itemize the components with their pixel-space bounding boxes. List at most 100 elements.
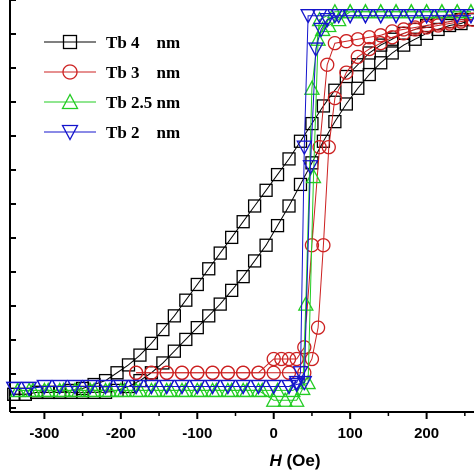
data-point-circle — [220, 365, 236, 380]
series-line-up — [136, 19, 473, 374]
data-point-circle — [419, 18, 434, 33]
x-axis-title: H (Oe) — [269, 451, 320, 470]
legend-label: Tb 4 nm — [106, 33, 180, 52]
data-point-triangle-up — [326, 3, 343, 19]
data-point-triangle-up — [277, 391, 294, 407]
data-point-triangle-down — [296, 140, 313, 156]
data-point-circle — [251, 365, 266, 380]
data-point-triangle-down — [357, 9, 374, 25]
data-point-square — [225, 283, 239, 298]
data-point-square — [351, 81, 365, 95]
data-point-circle — [362, 30, 377, 45]
data-point-circle — [159, 365, 174, 380]
data-point-triangle-up — [9, 382, 26, 398]
data-point-circle — [320, 57, 335, 72]
data-point-square — [213, 297, 227, 311]
data-point-square — [362, 67, 376, 82]
data-point-triangle-down — [280, 379, 298, 395]
data-point-circle — [407, 20, 423, 35]
data-point-square — [167, 344, 181, 358]
data-point-square — [144, 336, 159, 350]
x-axis-symbol: H — [269, 451, 282, 470]
data-point-square — [190, 277, 204, 292]
data-point-triangle-up — [330, 11, 347, 27]
data-point-square — [339, 97, 353, 111]
data-point-triangle-down — [462, 9, 474, 25]
data-point-square — [179, 293, 193, 307]
legend: Tb 4 nm Tb 3 nm Tb 2.5 nm Tb 2 nm — [44, 33, 180, 142]
data-point-circle — [289, 351, 304, 367]
data-point-circle — [190, 365, 205, 380]
x-axis-unit: (Oe) — [282, 451, 321, 470]
data-point-triangle-down — [313, 22, 330, 38]
data-point-triangle-up — [387, 3, 405, 19]
x-tick-label: -200 — [106, 425, 136, 442]
data-point-triangle-up — [250, 382, 267, 398]
data-point-triangle-down — [302, 160, 319, 176]
data-point-triangle-down — [158, 379, 175, 395]
data-point-triangle-up — [288, 391, 305, 407]
data-point-circle — [281, 365, 297, 380]
data-point-square — [385, 46, 399, 60]
data-point-square — [110, 366, 124, 380]
data-point-circle — [339, 34, 354, 49]
data-point-triangle-down — [300, 9, 317, 25]
data-point-circle — [62, 64, 78, 80]
plot-axes — [9, 0, 474, 413]
data-point-square — [156, 356, 170, 370]
data-point-circle — [327, 90, 343, 106]
data-point-circle — [310, 320, 326, 335]
data-point-triangle-up — [303, 79, 321, 95]
data-point-square — [259, 183, 273, 197]
data-point-square — [121, 358, 136, 372]
data-point-square — [236, 215, 250, 229]
data-point-triangle-up — [314, 21, 331, 37]
data-point-triangle-down — [342, 9, 359, 25]
x-axis-ticks: -300 -200 -100 0 100 200 — [29, 412, 466, 442]
data-point-square — [328, 83, 342, 97]
data-point-triangle-up — [36, 382, 53, 398]
data-point-circle — [362, 41, 377, 57]
data-point-square — [247, 199, 262, 213]
data-point-triangle-down — [307, 42, 324, 58]
data-point-circle — [128, 365, 144, 380]
data-point-circle — [373, 36, 388, 51]
data-point-triangle-down — [387, 9, 405, 25]
data-point-triangle-down — [265, 379, 282, 395]
x-tick-label: -300 — [29, 425, 59, 442]
data-point-square — [316, 99, 331, 113]
data-point-square — [133, 348, 147, 362]
data-point-circle — [465, 12, 474, 27]
data-point-triangle-up — [158, 382, 175, 398]
data-point-square — [62, 34, 78, 50]
data-point-triangle-up — [449, 3, 466, 19]
data-point-square — [202, 309, 216, 323]
data-point-circle — [174, 365, 190, 380]
data-point-square — [236, 269, 250, 284]
data-point-triangle-down — [97, 379, 114, 395]
legend-label: Tb 2 nm — [106, 123, 180, 142]
data-point-circle — [281, 351, 297, 367]
data-point-square — [202, 262, 216, 276]
data-point-square — [270, 167, 285, 182]
y-axis-ticks — [10, 0, 16, 409]
data-point-triangle-up — [372, 3, 389, 19]
data-point-triangle-up — [189, 382, 206, 398]
data-point-circle — [350, 49, 365, 65]
data-point-circle — [266, 365, 281, 380]
data-point-square — [270, 218, 285, 233]
data-point-triangle-down — [418, 9, 435, 25]
data-point-triangle-up — [309, 30, 327, 46]
data-point-circle — [312, 139, 327, 155]
data-point-triangle-up — [342, 3, 359, 19]
data-point-triangle-up — [173, 382, 191, 398]
data-point-circle — [266, 351, 281, 367]
x-tick-label: -100 — [182, 425, 212, 442]
data-point-triangle-down — [372, 9, 389, 25]
data-point-triangle-up — [204, 382, 221, 398]
data-point-triangle-down — [128, 379, 145, 395]
data-point-triangle-up — [219, 382, 236, 398]
data-point-square — [179, 332, 193, 347]
data-point-triangle-down — [51, 379, 68, 395]
